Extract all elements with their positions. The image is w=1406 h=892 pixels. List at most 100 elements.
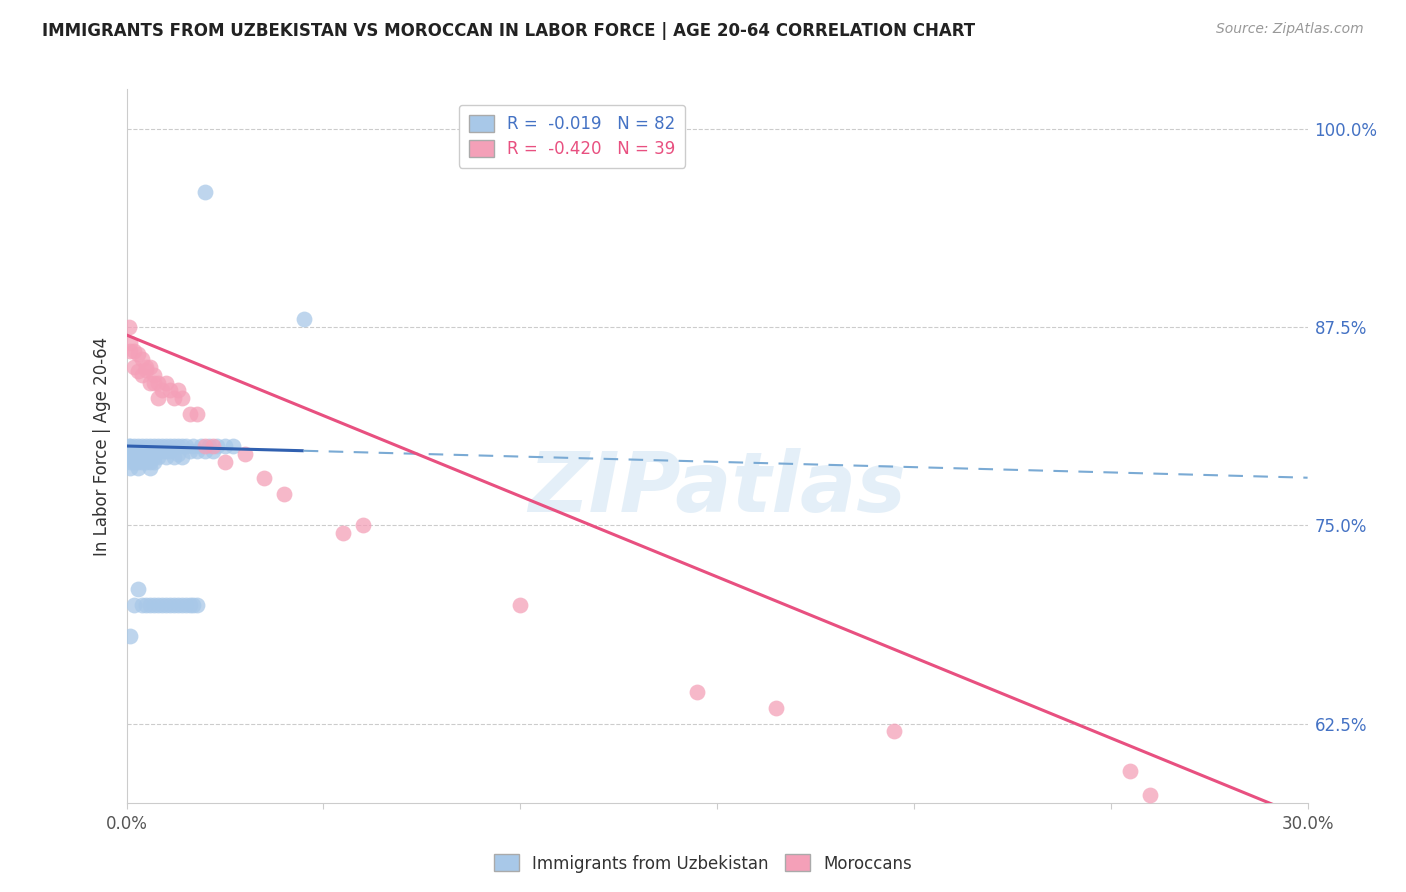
Point bbox=[163, 439, 186, 453]
Point bbox=[139, 443, 162, 458]
Point bbox=[222, 439, 245, 453]
Point bbox=[121, 447, 143, 461]
Point bbox=[139, 359, 162, 374]
Legend: Immigrants from Uzbekistan, Moroccans: Immigrants from Uzbekistan, Moroccans bbox=[486, 847, 920, 880]
Point bbox=[1139, 788, 1161, 802]
Point bbox=[131, 368, 153, 382]
Point bbox=[155, 450, 177, 464]
Point bbox=[166, 447, 188, 461]
Point bbox=[120, 461, 142, 475]
Point bbox=[155, 376, 177, 390]
Point bbox=[143, 455, 166, 469]
Point bbox=[127, 461, 149, 475]
Point bbox=[174, 598, 197, 612]
Point bbox=[150, 598, 173, 612]
Point bbox=[146, 450, 169, 464]
Point bbox=[150, 439, 173, 453]
Point bbox=[186, 443, 208, 458]
Point bbox=[186, 407, 208, 421]
Point bbox=[143, 443, 166, 458]
Point bbox=[194, 443, 217, 458]
Point bbox=[214, 455, 236, 469]
Point bbox=[120, 450, 142, 464]
Point bbox=[150, 384, 173, 398]
Text: IMMIGRANTS FROM UZBEKISTAN VS MOROCCAN IN LABOR FORCE | AGE 20-64 CORRELATION CH: IMMIGRANTS FROM UZBEKISTAN VS MOROCCAN I… bbox=[42, 22, 976, 40]
Point bbox=[170, 392, 193, 406]
Point bbox=[159, 443, 181, 458]
Point bbox=[131, 443, 153, 458]
Point bbox=[174, 439, 197, 453]
Point bbox=[117, 439, 139, 453]
Point bbox=[183, 439, 205, 453]
Point bbox=[194, 186, 217, 200]
Point bbox=[155, 598, 177, 612]
Point bbox=[198, 439, 221, 453]
Point bbox=[143, 598, 166, 612]
Point bbox=[1119, 764, 1142, 778]
Point bbox=[146, 392, 169, 406]
Point bbox=[135, 598, 157, 612]
Point bbox=[124, 450, 146, 464]
Legend: R =  -0.019   N = 82, R =  -0.420   N = 39: R = -0.019 N = 82, R = -0.420 N = 39 bbox=[458, 104, 685, 168]
Point bbox=[120, 343, 142, 358]
Point bbox=[179, 598, 201, 612]
Point bbox=[155, 443, 177, 458]
Point bbox=[124, 443, 146, 458]
Point bbox=[139, 376, 162, 390]
Point bbox=[883, 724, 905, 739]
Point bbox=[127, 447, 149, 461]
Point bbox=[131, 455, 153, 469]
Point bbox=[166, 439, 188, 453]
Point bbox=[135, 443, 157, 458]
Point bbox=[166, 384, 188, 398]
Point bbox=[127, 455, 149, 469]
Point bbox=[127, 443, 149, 458]
Point bbox=[124, 359, 146, 374]
Point bbox=[131, 439, 153, 453]
Point bbox=[118, 439, 141, 453]
Point bbox=[166, 598, 188, 612]
Point bbox=[127, 347, 149, 361]
Point bbox=[135, 359, 157, 374]
Point bbox=[131, 351, 153, 366]
Point bbox=[131, 598, 153, 612]
Point bbox=[170, 450, 193, 464]
Point bbox=[352, 518, 374, 533]
Point bbox=[686, 685, 709, 699]
Point bbox=[202, 443, 225, 458]
Point bbox=[194, 439, 217, 453]
Text: Source: ZipAtlas.com: Source: ZipAtlas.com bbox=[1216, 22, 1364, 37]
Point bbox=[125, 447, 148, 461]
Point bbox=[143, 368, 166, 382]
Point bbox=[179, 407, 201, 421]
Point bbox=[139, 439, 162, 453]
Point bbox=[139, 461, 162, 475]
Text: ZIPatlas: ZIPatlas bbox=[529, 449, 905, 529]
Point bbox=[155, 439, 177, 453]
Point bbox=[159, 439, 181, 453]
Point bbox=[202, 439, 225, 453]
Point bbox=[146, 443, 169, 458]
Point bbox=[146, 439, 169, 453]
Point bbox=[186, 598, 208, 612]
Point bbox=[765, 700, 787, 714]
Point bbox=[170, 439, 193, 453]
Point bbox=[159, 384, 181, 398]
Point bbox=[146, 376, 169, 390]
Point bbox=[143, 450, 166, 464]
Point bbox=[205, 439, 228, 453]
Point bbox=[253, 471, 276, 485]
Point bbox=[292, 312, 315, 326]
Point bbox=[124, 598, 146, 612]
Point bbox=[139, 450, 162, 464]
Point bbox=[150, 443, 173, 458]
Point bbox=[139, 598, 162, 612]
Point bbox=[135, 439, 157, 453]
Point bbox=[146, 598, 169, 612]
Point bbox=[117, 320, 139, 334]
Point bbox=[120, 455, 142, 469]
Point bbox=[163, 450, 186, 464]
Point bbox=[143, 376, 166, 390]
Point bbox=[135, 450, 157, 464]
Point bbox=[120, 443, 142, 458]
